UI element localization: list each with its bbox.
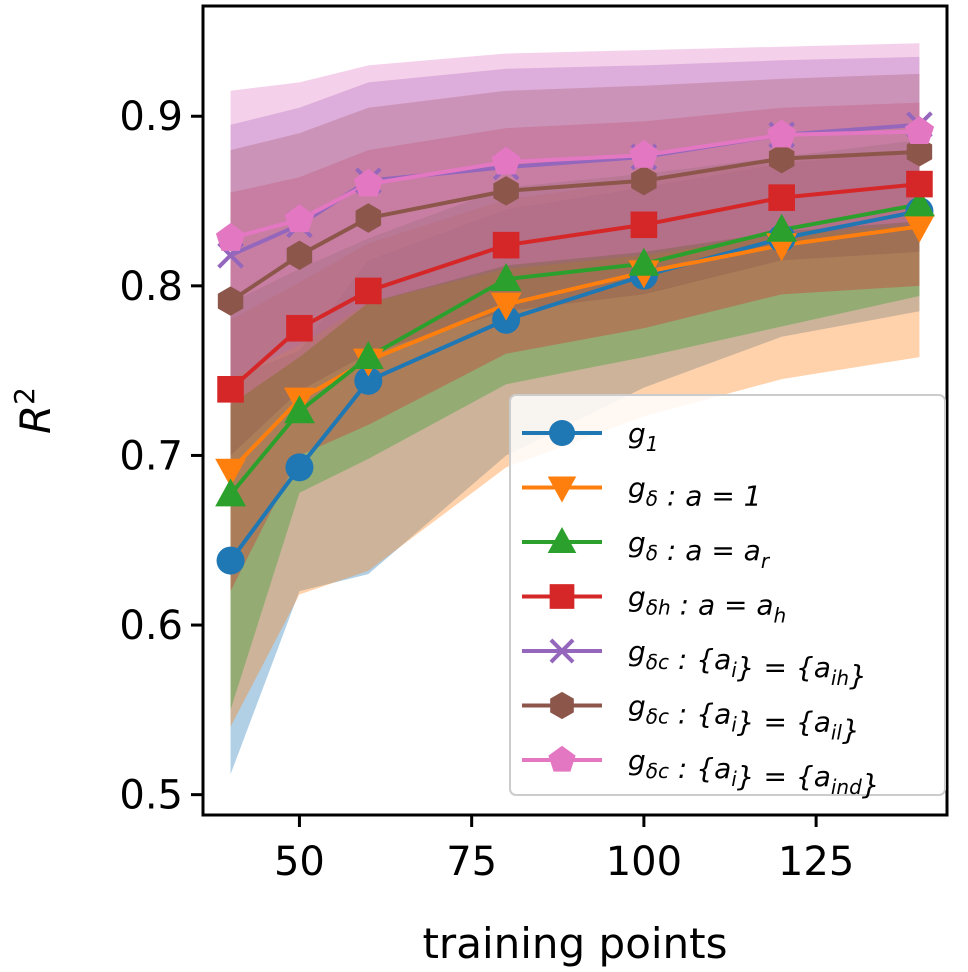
y-tick-label-0.8: 0.8 [119, 264, 183, 310]
svg-text:R2: R2 [8, 387, 60, 434]
point-series-7-x140 [904, 116, 935, 144]
point-series-3-x120 [766, 213, 798, 242]
legend-marker-5 [549, 638, 575, 664]
y-axis-label-base: R [11, 405, 60, 434]
legend-label-3: gδ : a = ar [628, 526, 771, 573]
point-series-6-x100 [631, 165, 657, 196]
point-series-3-x80 [490, 262, 522, 291]
point-series-6-x40 [217, 286, 244, 316]
x-tick-label-75: 75 [446, 839, 497, 885]
legend-label-2: gδ : a = 1 [628, 472, 762, 513]
point-series-4-x60 [355, 277, 382, 305]
legend-marker-1 [549, 420, 575, 446]
y-tick-label-0.6: 0.6 [119, 603, 183, 649]
point-series-6-x120 [768, 143, 795, 174]
legend-label-6: gδc : {ai} = {ail} [628, 690, 860, 747]
band-series-5 [230, 56, 920, 380]
y-axis-label: R2 [8, 387, 60, 434]
point-series-2-x80 [490, 292, 522, 321]
axis-ticks: 50 75 100 125 0.5 0.6 0.7 0.8 0.9 [119, 94, 854, 885]
point-series-2-x40 [215, 458, 246, 487]
legend-entry-5: gδc : {ai} = {aih} [522, 635, 867, 692]
point-series-4-x40 [217, 375, 244, 403]
point-series-6-x140 [906, 137, 933, 167]
x-tick-label-50: 50 [274, 839, 325, 885]
series-markers [215, 111, 935, 575]
point-series-7-x100 [629, 139, 659, 168]
point-series-2-x140 [904, 214, 935, 243]
point-series-6-x60 [355, 203, 382, 233]
point-series-7-x50 [284, 204, 315, 233]
x-tick-label-125: 125 [778, 839, 854, 885]
legend-entry-4: gδh : a = ah [522, 581, 786, 628]
band-series-3 [230, 139, 920, 710]
point-series-7-x80 [491, 146, 521, 175]
point-series-4-x140 [906, 170, 933, 198]
point-series-3-x100 [628, 247, 660, 276]
legend-entry-7: gδc : {ai} = {aind} [522, 744, 880, 801]
legend-marker-3 [547, 527, 577, 554]
y-axis-label-superscript: 2 [8, 387, 41, 405]
legend-entry-2: gδ : a = 1 [522, 472, 762, 513]
point-series-1-x50 [285, 453, 314, 482]
legend-marker-6 [550, 691, 574, 720]
point-series-1-x40 [216, 546, 245, 575]
band-series-6 [230, 73, 920, 456]
legend-label-4: gδh : a = ah [628, 581, 786, 628]
point-series-3-x60 [352, 340, 384, 369]
legend: g1 gδ : a = 1 gδ : a = ar gδh : a = ah gδc :… [509, 394, 946, 801]
point-series-4-x120 [768, 184, 795, 211]
point-series-3-x140 [904, 188, 935, 217]
legend-marker-2 [547, 476, 577, 503]
band-series-1 [230, 150, 920, 775]
band-series-4 [230, 102, 920, 592]
point-series-6-x50 [286, 240, 313, 271]
legend-entry-6: gδc : {ai} = {ail} [522, 690, 860, 747]
legend-marker-7 [548, 745, 576, 772]
point-series-4-x100 [630, 211, 658, 239]
legend-box [509, 394, 946, 796]
point-series-7-x40 [215, 222, 246, 251]
y-tick-label-0.7: 0.7 [119, 433, 183, 479]
point-series-7-x120 [767, 119, 797, 148]
point-series-4-x50 [286, 314, 313, 342]
point-series-7-x60 [353, 168, 383, 197]
legend-label-1: g1 [628, 417, 659, 456]
point-series-4-x80 [492, 231, 520, 259]
band-series-7 [230, 43, 920, 405]
legend-label-5: gδc : {ai} = {aih} [628, 635, 867, 692]
y-tick-label-0.9: 0.9 [119, 94, 183, 140]
point-series-3-x50 [284, 395, 315, 424]
point-series-1-x60 [354, 366, 383, 395]
point-series-6-x80 [493, 176, 519, 206]
legend-entry-1: g1 [522, 417, 659, 456]
plot-frame [201, 4, 949, 817]
legend-entry-3: gδ : a = ar [522, 526, 771, 573]
x-tick-label-100: 100 [606, 839, 682, 885]
legend-label-7: gδc : {ai} = {aind} [628, 744, 880, 801]
x-axis-label: training points [422, 919, 727, 968]
legend-marker-4 [549, 584, 575, 609]
point-series-3-x40 [215, 478, 246, 507]
y-tick-label-0.5: 0.5 [119, 773, 183, 819]
